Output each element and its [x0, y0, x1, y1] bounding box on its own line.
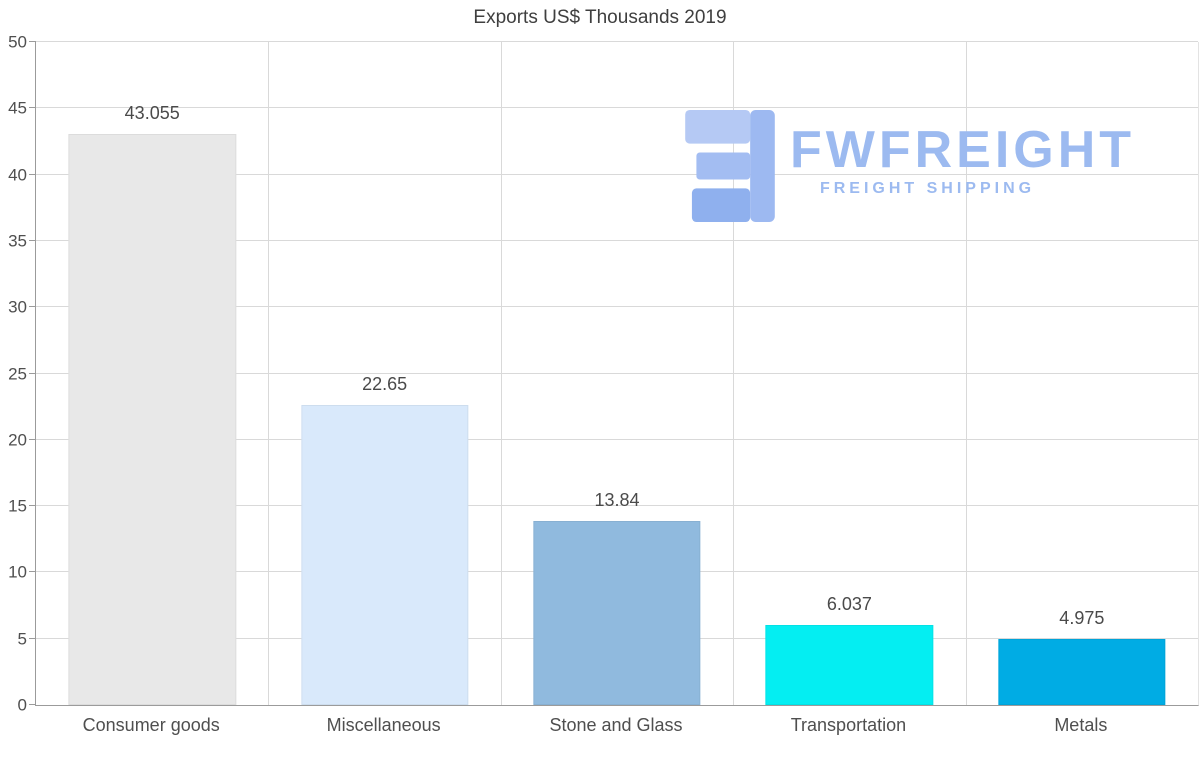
y-axis-tick-label: 50	[8, 32, 27, 52]
gridline-horizontal	[36, 438, 1198, 440]
y-axis-tick	[29, 438, 36, 440]
y-axis-tick-label: 45	[8, 98, 27, 118]
bar-column: 22.65	[268, 42, 500, 705]
bars-container: 43.055 22.65 13.84 6.037 4.975	[36, 42, 1198, 705]
gridline-horizontal	[36, 306, 1198, 308]
y-axis-tick	[29, 704, 36, 705]
y-axis-labels: 0 5 10 15 20 25 30 35 40 45 50	[0, 34, 27, 714]
gridline-vertical	[500, 42, 502, 705]
x-axis-category-label: Stone and Glass	[549, 715, 683, 735]
y-axis-tick	[29, 637, 36, 639]
y-axis-tick-label: 30	[8, 297, 27, 317]
y-axis-tick-label: 40	[8, 165, 27, 185]
y-axis-tick-label: 5	[17, 629, 27, 649]
y-axis-tick	[29, 306, 36, 308]
y-axis-tick	[29, 173, 36, 175]
bar-column: 4.975	[966, 42, 1198, 705]
y-axis-tick-label: 15	[8, 496, 27, 516]
gridline-vertical	[268, 42, 270, 705]
bar-value-label: 6.037	[826, 593, 872, 614]
bar-column: 43.055	[36, 42, 268, 705]
gridline-vertical	[965, 42, 967, 705]
bar-column: 6.037	[733, 42, 965, 705]
bar-value-label: 13.84	[594, 490, 640, 511]
y-axis-tick-label: 0	[17, 695, 27, 715]
plot-area: 43.055 22.65 13.84 6.037 4.975 FWFREIGHT FRE…	[29, 41, 1199, 706]
gridline-horizontal	[36, 239, 1198, 241]
x-axis-category-label: Miscellaneous	[326, 715, 441, 735]
bar-transportation	[765, 624, 934, 705]
bar-metals	[998, 639, 1166, 705]
y-axis-tick-label: 25	[8, 364, 27, 383]
gridline-horizontal	[36, 505, 1198, 507]
y-axis-tick-label: 20	[8, 430, 27, 450]
bar-column: 13.84	[501, 42, 733, 705]
x-axis-category-label: Consumer goods	[82, 715, 220, 735]
gridline-horizontal	[36, 173, 1198, 175]
gridline-horizontal	[36, 107, 1198, 109]
bar-consumer-goods	[68, 134, 236, 705]
y-axis-tick	[29, 107, 36, 109]
x-axis-labels: Consumer goods Miscellaneous Stone and Gla…	[35, 705, 1197, 736]
chart-title: Exports US$ Thousands 2019	[473, 7, 727, 28]
y-axis-tick-label: 35	[8, 231, 27, 251]
bar-miscellaneous	[300, 404, 469, 705]
gridline-horizontal	[36, 372, 1198, 374]
y-axis-tick	[29, 571, 36, 573]
y-axis-tick	[29, 239, 36, 241]
y-axis-tick	[29, 41, 36, 42]
x-axis-category-label: Transportation	[790, 715, 907, 735]
bar-value-label: 4.975	[1059, 608, 1105, 629]
bar-value-label: 22.65	[362, 373, 408, 394]
bar-value-label: 43.055	[124, 103, 180, 124]
y-axis-tick	[29, 505, 36, 507]
gridline-vertical	[733, 42, 735, 705]
y-axis-tick-label: 10	[8, 562, 27, 582]
y-axis-tick	[29, 372, 36, 374]
gridline-horizontal	[36, 41, 1198, 42]
bar-stone-and-glass	[533, 521, 701, 705]
x-axis-category-label: Metals	[1054, 715, 1108, 735]
